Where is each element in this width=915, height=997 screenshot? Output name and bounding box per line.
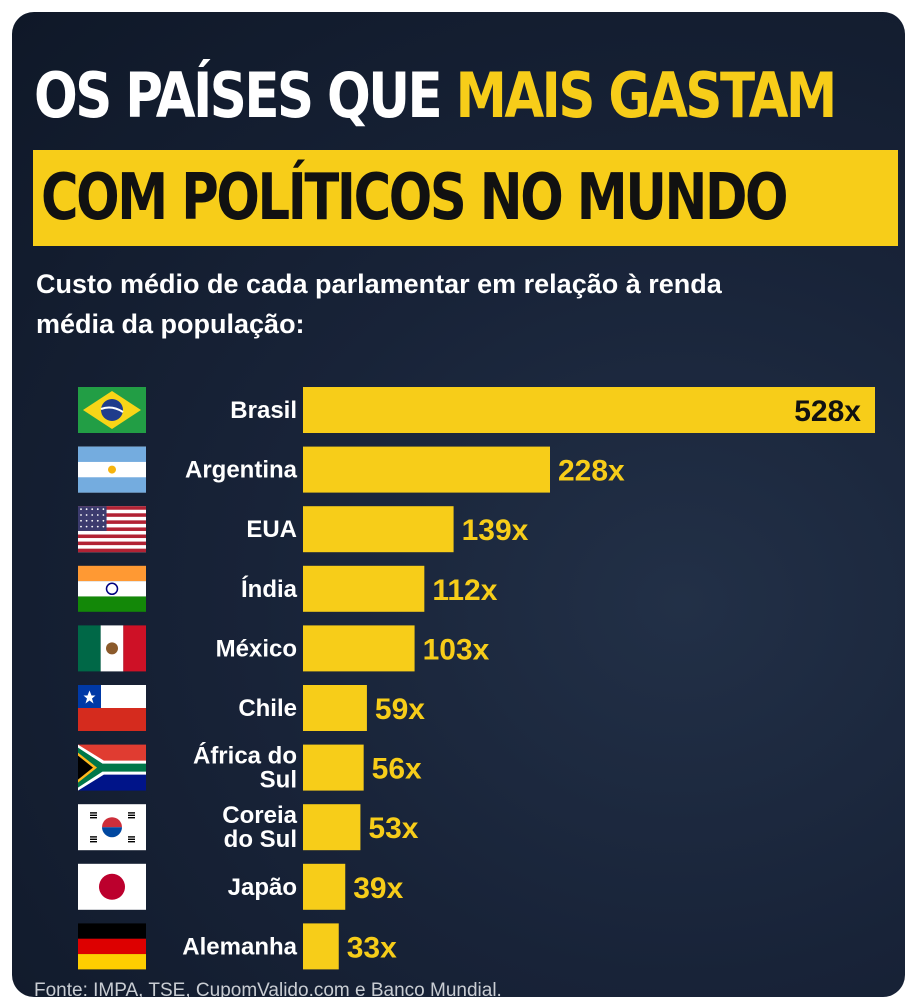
mexico-flag-icon [78,625,146,672]
bar [303,625,415,672]
bar [303,685,367,731]
bar [303,446,550,493]
bar [303,387,875,433]
value-label: 103x [423,633,490,666]
germany-flag-icon [78,923,146,970]
category-label-line: África do [193,742,297,770]
category-label-line: Coreia [222,802,297,829]
bar [303,863,346,910]
value-label: 39x [353,872,403,905]
title-part-white: OS PAÍSES QUE [34,59,456,132]
argentina-flag-icon [78,446,146,493]
source-note: Fonte: IMPA, TSE, CupomValido.com e Banc… [34,980,502,997]
subtitle-line-2: média da população: [36,309,305,339]
category-label-line: Sul [260,767,297,794]
title-line-1: OS PAÍSES QUE MAIS GASTAM [34,56,838,136]
value-label: 56x [372,753,422,786]
value-label: 228x [558,455,625,488]
category-label: Coreia do Sul [222,802,297,853]
category-label: EUA [246,516,297,543]
bar [303,923,339,970]
category-label: África do Sul [193,742,297,794]
bar [303,804,361,851]
chile-flag-icon [78,685,146,731]
chart-subtitle: Custo médio de cada parlamentar em relaç… [36,264,905,344]
title-line-2: COM POLÍTICOS NO MUNDO [41,161,789,235]
category-label-line: do Sul [224,826,297,853]
bar [303,565,425,612]
value-label: 528x [794,395,861,428]
infographic-card: OS PAÍSES QUE MAIS GASTAM COM POLÍTICOS … [12,12,905,997]
india-flag-icon [78,565,146,612]
usa-flag-icon [78,506,146,553]
value-label: 112x [432,574,497,607]
category-label: Brasil [230,397,297,424]
bar [303,506,454,553]
value-label: 33x [347,931,397,964]
south-korea-flag-icon [78,804,146,851]
bar-chart: Brasil 528x Argentina 228x EUA 139x Índia 112x M… [78,387,875,970]
title-part-highlight: MAIS GASTAM [455,59,838,132]
title-band: COM POLÍTICOS NO MUNDO [33,150,898,246]
category-label: Índia [241,575,298,603]
value-label: 53x [368,812,418,845]
japan-flag-icon [78,863,146,910]
category-label: Argentina [185,457,298,484]
value-label: 59x [375,693,425,726]
bar [303,744,364,791]
south-africa-flag-icon [78,744,146,791]
category-label: Alemanha [182,933,297,960]
subtitle-line-1: Custo médio de cada parlamentar em relaç… [36,269,722,299]
category-label: México [216,635,297,662]
category-label: Japão [228,874,297,901]
value-label: 139x [462,514,529,547]
brazil-flag-icon [78,387,146,433]
category-label: Chile [238,695,297,722]
